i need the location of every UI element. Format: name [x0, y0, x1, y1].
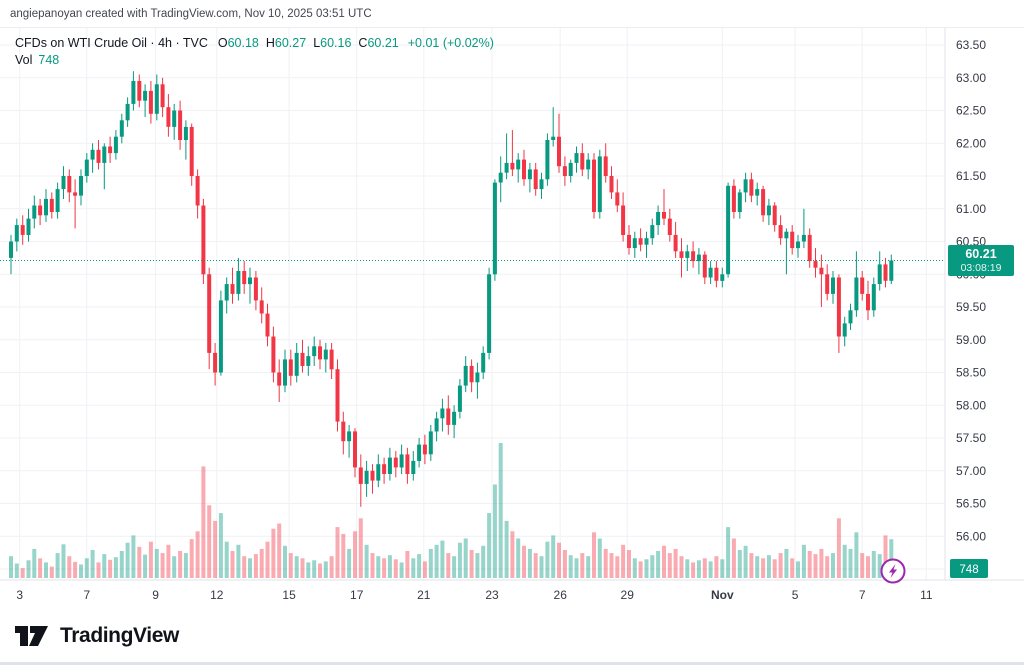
svg-text:61.00: 61.00 — [956, 202, 986, 216]
chart-canvas[interactable]: 63.5063.0062.5062.0061.5061.0060.5060.00… — [0, 28, 1024, 610]
price-axis[interactable]: 63.5063.0062.5062.0061.5061.0060.5060.00… — [956, 38, 986, 576]
svg-text:5: 5 — [792, 588, 799, 602]
attribution-text: angiepanoyan created with TradingView.co… — [10, 7, 372, 20]
volume-label[interactable]: Vol — [15, 53, 33, 67]
svg-text:62.00: 62.00 — [956, 136, 986, 150]
svg-text:59.50: 59.50 — [956, 300, 986, 314]
svg-text:57.00: 57.00 — [956, 464, 986, 478]
footer-bar: TradingView — [0, 610, 1024, 665]
attribution-bar: angiepanoyan created with TradingView.co… — [0, 0, 1024, 28]
svg-text:63.50: 63.50 — [956, 38, 986, 52]
svg-text:61.50: 61.50 — [956, 169, 986, 183]
event-lightning-marker[interactable] — [880, 558, 906, 584]
svg-text:7: 7 — [83, 588, 90, 602]
volume-badge: 748 — [950, 559, 988, 578]
svg-text:63.00: 63.00 — [956, 71, 986, 85]
svg-text:29: 29 — [621, 588, 635, 602]
svg-text:23: 23 — [485, 588, 499, 602]
svg-text:58.50: 58.50 — [956, 366, 986, 380]
volume-value: 748 — [38, 53, 60, 67]
svg-text:3: 3 — [16, 588, 23, 602]
pane-separators — [0, 28, 1024, 581]
legend-volume-row: Vol 748 — [15, 52, 494, 69]
svg-text:26: 26 — [554, 588, 568, 602]
svg-text:9: 9 — [152, 588, 159, 602]
svg-text:21: 21 — [417, 588, 431, 602]
time-axis[interactable]: 3 7 9 12 15 17 21 23 26 29 Nov 5 7 11 — [16, 588, 932, 602]
legend-open: O60.18 — [217, 36, 259, 50]
volume-bars — [9, 443, 894, 579]
svg-text:11: 11 — [920, 588, 933, 602]
grid — [0, 28, 945, 580]
svg-text:56.50: 56.50 — [956, 497, 986, 511]
tradingview-wordmark[interactable]: TradingView — [60, 624, 179, 647]
legend-high: H60.27 — [265, 36, 307, 50]
svg-text:748: 748 — [959, 564, 978, 576]
chart-legend: CFDs on WTI Crude Oil · 4h · TVC O60.18 … — [15, 35, 494, 69]
price-badge: 60.21 03:08:19 — [948, 245, 1014, 276]
svg-text:17: 17 — [350, 588, 364, 602]
svg-text:62.50: 62.50 — [956, 104, 986, 118]
svg-text:60.21: 60.21 — [965, 247, 996, 261]
svg-text:12: 12 — [210, 588, 224, 602]
svg-text:59.00: 59.00 — [956, 333, 986, 347]
svg-text:56.00: 56.00 — [956, 529, 986, 543]
svg-text:03:08:19: 03:08:19 — [961, 262, 1002, 274]
legend-close: C60.21 — [358, 36, 399, 50]
symbol-title[interactable]: CFDs on WTI Crude Oil · 4h · TVC — [15, 36, 208, 50]
svg-text:15: 15 — [282, 588, 296, 602]
candlestick-series — [9, 71, 894, 507]
svg-text:7: 7 — [859, 588, 866, 602]
legend-low: L60.16 — [313, 36, 352, 50]
legend-change: +0.01 (+0.02%) — [407, 36, 494, 50]
svg-text:58.00: 58.00 — [956, 398, 986, 412]
legend-symbol-row: CFDs on WTI Crude Oil · 4h · TVC O60.18 … — [15, 35, 494, 52]
svg-text:Nov: Nov — [711, 588, 734, 602]
tradingview-logo-icon[interactable] — [15, 622, 49, 650]
chart-area: 63.5063.0062.5062.0061.5061.0060.5060.00… — [0, 28, 1024, 610]
svg-text:57.50: 57.50 — [956, 431, 986, 445]
